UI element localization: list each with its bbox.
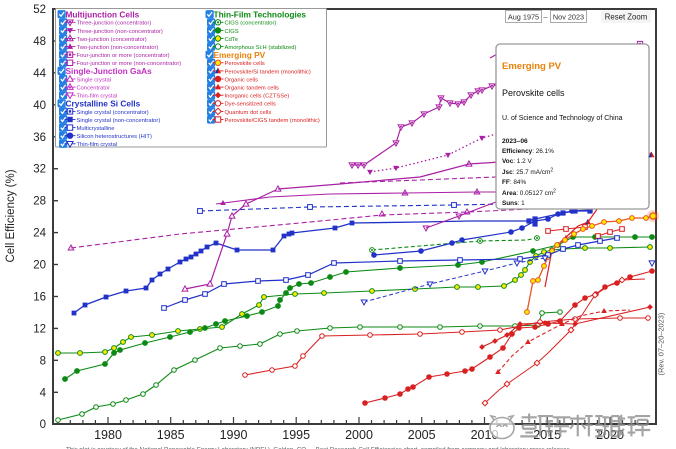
svg-text:2005: 2005 — [408, 428, 436, 442]
svg-text:Concentrator: Concentrator — [77, 86, 111, 92]
svg-text:48: 48 — [33, 36, 46, 48]
svg-text:Crystalline Si Cells: Crystalline Si Cells — [66, 99, 141, 109]
svg-text:Single-Junction GaAs: Single-Junction GaAs — [66, 66, 153, 76]
svg-text:24: 24 — [33, 228, 46, 240]
svg-text:Jsc: 25.7 mA/cm2: Jsc: 25.7 mA/cm2 — [502, 168, 553, 177]
svg-text:20: 20 — [33, 260, 46, 272]
svg-text:Cell Efficiency (%): Cell Efficiency (%) — [5, 169, 17, 262]
svg-text:Single crystal (non-concentrat: Single crystal (non-concentrator) — [77, 118, 161, 124]
svg-text:44: 44 — [33, 68, 46, 80]
svg-text:Three-junction (concentrator): Three-junction (concentrator) — [77, 21, 152, 27]
svg-text:1995: 1995 — [282, 428, 310, 442]
svg-text:Aug 1975: Aug 1975 — [508, 12, 539, 21]
svg-text:Three-junction (non-concentrat: Three-junction (non-concentrator) — [77, 29, 163, 35]
svg-text:Perovskite cells: Perovskite cells — [225, 61, 265, 67]
svg-text:U. of Science and Technology o: U. of Science and Technology of China — [502, 115, 623, 122]
svg-text:Emerging PV: Emerging PV — [214, 50, 266, 60]
svg-text:CIGS (concentrator): CIGS (concentrator) — [225, 21, 277, 27]
svg-text:Two-junction (non-concentrator: Two-junction (non-concentrator) — [77, 45, 159, 51]
svg-text:16: 16 — [33, 292, 46, 304]
svg-text:2000: 2000 — [345, 428, 373, 442]
svg-text:12: 12 — [33, 323, 46, 335]
svg-text:Organic cells: Organic cells — [225, 77, 259, 83]
svg-text:8: 8 — [40, 355, 46, 367]
svg-text:Dye-sensitized cells: Dye-sensitized cells — [225, 102, 276, 108]
svg-text:Inorganic cells (CZTSSe): Inorganic cells (CZTSSe) — [225, 94, 290, 100]
svg-text:Voc: 1.2 V: Voc: 1.2 V — [502, 158, 532, 165]
svg-text:Suns: 1: Suns: 1 — [502, 200, 525, 207]
svg-text:32: 32 — [33, 164, 46, 176]
svg-text:1990: 1990 — [220, 428, 248, 442]
svg-text:40: 40 — [33, 100, 46, 112]
svg-text:CIGS: CIGS — [225, 29, 239, 35]
svg-text:Perovskite cells: Perovskite cells — [502, 88, 565, 98]
svg-text:Multicrystalline: Multicrystalline — [77, 126, 115, 132]
svg-text:Perovskite/Si tandem (monolith: Perovskite/Si tandem (monolithic) — [225, 69, 311, 75]
svg-text:36: 36 — [33, 132, 46, 144]
svg-text:2023–06: 2023–06 — [502, 138, 528, 145]
svg-text:Quantum dot cells: Quantum dot cells — [225, 110, 272, 116]
svg-text:0: 0 — [40, 419, 46, 431]
svg-text:(Rev. 07–20–2023): (Rev. 07–20–2023) — [657, 313, 666, 376]
svg-text:This plot is courtesy of the N: This plot is courtesy of the National Re… — [66, 447, 572, 449]
svg-text:28: 28 — [33, 196, 46, 208]
svg-text:Thin-Film Technologies: Thin-Film Technologies — [214, 9, 307, 19]
svg-text:Single crystal (concentrator): Single crystal (concentrator) — [77, 110, 149, 116]
svg-text:4: 4 — [40, 387, 47, 399]
svg-text:Single crystal: Single crystal — [77, 77, 111, 83]
svg-text:FF: 84%: FF: 84% — [502, 179, 526, 186]
svg-text:CdTe: CdTe — [225, 37, 239, 43]
svg-text:1980: 1980 — [94, 428, 122, 442]
svg-text:Thin-film crystal: Thin-film crystal — [77, 94, 118, 100]
svg-text:2015: 2015 — [533, 428, 561, 442]
svg-text:Silicon heterostructures (HIT): Silicon heterostructures (HIT) — [77, 134, 152, 140]
svg-text:Four-junction or more (non-con: Four-junction or more (non-concentrator) — [77, 61, 182, 67]
svg-text:–: – — [543, 12, 548, 21]
svg-text:Perovskite/CIGS tandem (monoli: Perovskite/CIGS tandem (monolithic) — [225, 118, 320, 124]
svg-text:Four-junction or more (concent: Four-junction or more (concentrator) — [77, 53, 170, 59]
svg-text:Emerging PV: Emerging PV — [502, 61, 562, 72]
svg-text:Two-junction (concentrator): Two-junction (concentrator) — [77, 37, 147, 43]
svg-text:1985: 1985 — [157, 428, 185, 442]
svg-text:Reset Zoom: Reset Zoom — [605, 13, 647, 22]
svg-text:Amorphous Si:H (stabilized): Amorphous Si:H (stabilized) — [225, 45, 297, 51]
svg-text:Nov 2023: Nov 2023 — [553, 12, 584, 21]
svg-text:52: 52 — [33, 4, 46, 16]
svg-text:Organic tandem cells: Organic tandem cells — [225, 86, 280, 92]
svg-text:Thin-film crystal: Thin-film crystal — [77, 142, 118, 148]
svg-text:Multijunction Cells: Multijunction Cells — [66, 9, 140, 19]
svg-text:Area: 0.05127 cm2: Area: 0.05127 cm2 — [502, 189, 556, 198]
svg-text:Efficiency: 26.1%: Efficiency: 26.1% — [502, 148, 554, 155]
